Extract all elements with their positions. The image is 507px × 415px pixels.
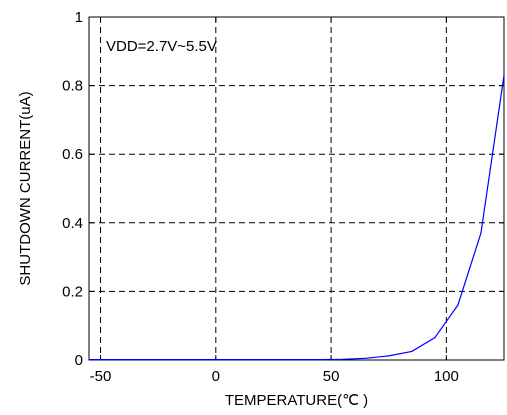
data-point <box>295 359 298 361</box>
grid <box>89 17 504 360</box>
data-point <box>457 304 459 306</box>
data-point <box>272 359 275 361</box>
ticks: -50 0 50 100 0 0.2 0.4 0.6 0.8 1 <box>62 9 504 385</box>
y-tick-label: 0 <box>75 352 83 369</box>
y-tick-label: 1 <box>75 9 83 26</box>
data-point <box>411 350 413 353</box>
data-point <box>226 359 228 361</box>
y-tick-label: 0.6 <box>62 146 83 163</box>
data-point <box>342 358 344 360</box>
data-point <box>318 359 321 361</box>
y-axis-title: SHUTDOWN CURRENT(uA) <box>17 91 34 285</box>
y-tick-label: 0.2 <box>62 283 83 300</box>
data-point <box>111 359 113 361</box>
annotation: VDD=2.7V~5.5V <box>106 38 217 55</box>
series-group <box>88 74 505 361</box>
data-point <box>249 359 251 361</box>
x-tick-label: 0 <box>212 368 220 385</box>
y-tick-label: 0.8 <box>62 78 83 95</box>
data-point <box>388 355 390 357</box>
data-point <box>88 359 90 361</box>
data-point <box>434 337 436 339</box>
x-tick-label: 50 <box>323 368 340 385</box>
data-point <box>134 359 136 361</box>
series-line <box>89 75 505 361</box>
data-point <box>157 359 159 361</box>
data-point <box>203 359 205 361</box>
data-point <box>480 232 482 234</box>
data-point <box>365 357 367 359</box>
plot-frame <box>88 16 505 361</box>
data-point <box>503 74 505 76</box>
x-axis-title: TEMPERATURE(℃ ) <box>225 392 368 409</box>
data-point <box>180 359 182 361</box>
y-tick-label: 0.4 <box>62 215 83 232</box>
x-tick-label: -50 <box>90 368 112 385</box>
x-tick-label: 100 <box>434 368 459 385</box>
